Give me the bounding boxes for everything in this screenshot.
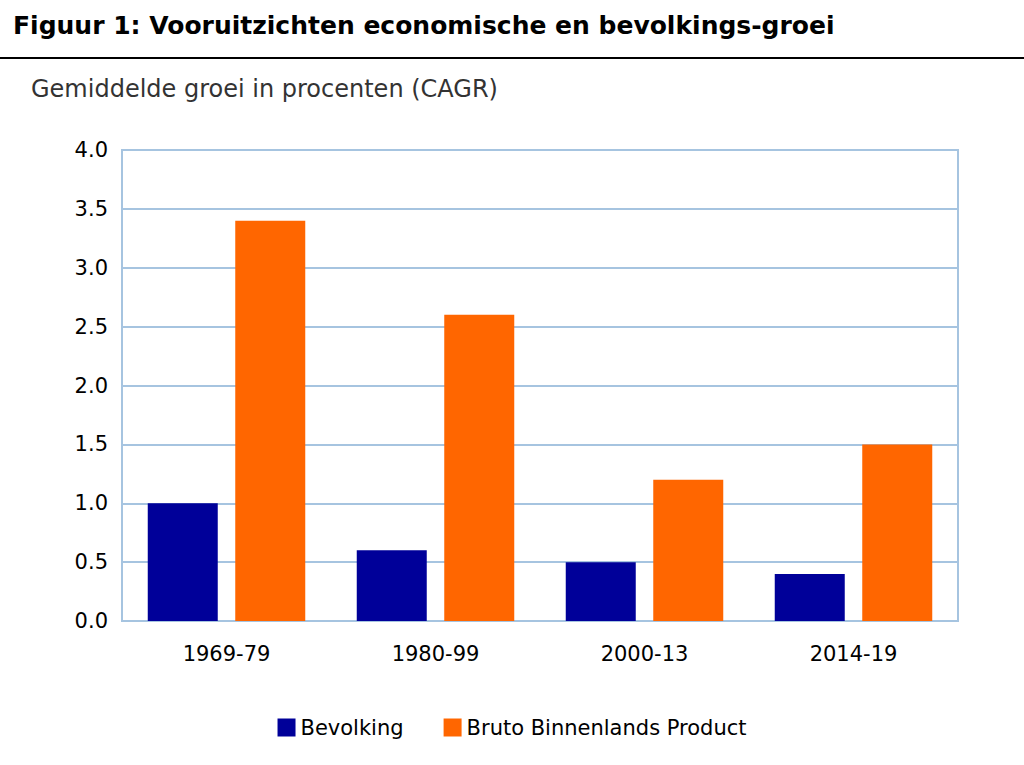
- svg-text:2014-19: 2014-19: [810, 642, 898, 666]
- svg-text:3.5: 3.5: [75, 197, 108, 221]
- svg-text:1980-99: 1980-99: [392, 642, 480, 666]
- svg-text:Bruto Binnenlands Product: Bruto Binnenlands Product: [467, 716, 747, 740]
- svg-text:Figuur 1:: Figuur 1:: [13, 11, 141, 40]
- svg-text:2000-13: 2000-13: [601, 642, 689, 666]
- svg-text:4.0: 4.0: [75, 138, 108, 162]
- svg-text:1.0: 1.0: [75, 491, 108, 515]
- svg-text:2.5: 2.5: [75, 315, 108, 339]
- svg-text:1.5: 1.5: [75, 432, 108, 456]
- svg-text:2.0: 2.0: [75, 374, 108, 398]
- svg-text:0.5: 0.5: [75, 550, 108, 574]
- svg-text:1969-79: 1969-79: [183, 642, 271, 666]
- svg-text:3.0: 3.0: [75, 256, 108, 280]
- svg-text:0.0: 0.0: [75, 609, 108, 633]
- svg-text:Bevolking: Bevolking: [301, 716, 404, 740]
- svg-text:Vooruitzichten economische en: Vooruitzichten economische en bevolkings…: [141, 11, 835, 40]
- svg-text:Gemiddelde groei in procenten: Gemiddelde groei in procenten (CAGR): [31, 75, 498, 103]
